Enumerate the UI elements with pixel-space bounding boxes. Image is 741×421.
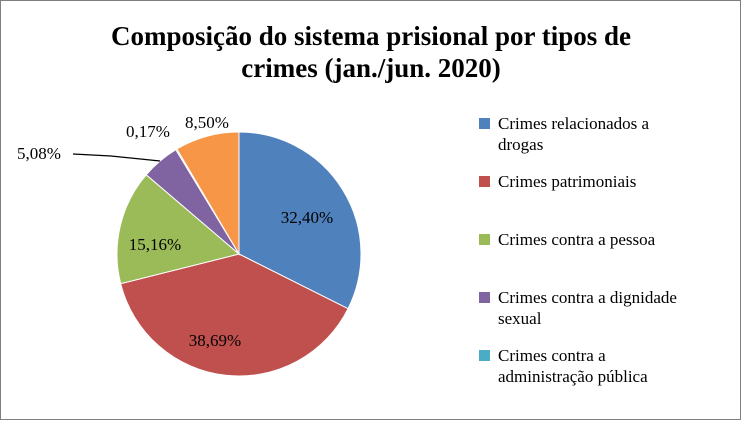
legend-label: Crimes contra a <box>498 346 606 365</box>
data-label: 38,69% <box>189 331 241 350</box>
legend-label: Crimes patrimoniais <box>498 172 636 191</box>
data-label: 32,40% <box>281 208 333 227</box>
data-label: 15,16% <box>129 235 181 254</box>
leader-line <box>72 153 161 162</box>
legend-swatch <box>479 292 490 303</box>
legend-label: Crimes relacionados a <box>498 114 650 133</box>
legend-label: sexual <box>498 309 542 328</box>
data-label: 8,50% <box>185 113 229 132</box>
legend-label: drogas <box>498 135 543 154</box>
pie-slice <box>120 253 349 377</box>
pie-slice <box>116 174 241 285</box>
legend-swatch <box>479 176 490 187</box>
chart-title-line: crimes (jan./jun. 2020) <box>241 53 500 83</box>
legend-label: Crimes contra a dignidade <box>498 288 677 307</box>
legend: Crimes relacionados a drogas Crimes patrim… <box>479 114 677 386</box>
pie-slice <box>238 131 362 310</box>
chart-title-line: Composição do sistema prisional por tipo… <box>111 21 631 51</box>
pie-slice <box>176 131 240 256</box>
legend-label: administração pública <box>498 367 648 386</box>
legend-swatch <box>479 118 490 129</box>
pie-slices <box>116 131 362 377</box>
legend-swatch <box>479 350 490 361</box>
legend-label: Crimes contra a pessoa <box>498 230 656 249</box>
data-label: 0,17% <box>126 122 170 141</box>
legend-swatch <box>479 234 490 245</box>
chart-title: Composição do sistema prisional por tipo… <box>111 21 631 83</box>
data-label: 5,08% <box>17 144 61 163</box>
data-labels: 32,40% 38,69% 15,16% 5,08% 0,17% 8,50% <box>17 113 333 350</box>
